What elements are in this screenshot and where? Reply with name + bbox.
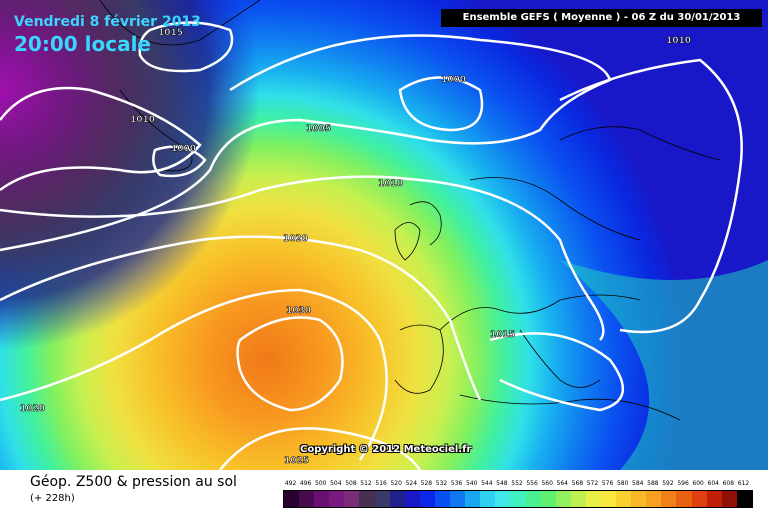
scale-swatch bbox=[495, 491, 511, 507]
isobar-label: 1010 bbox=[378, 179, 403, 189]
scale-value: 552 bbox=[511, 480, 523, 487]
coastlines bbox=[99, 0, 721, 421]
scale-swatch bbox=[555, 491, 571, 507]
scale-value: 584 bbox=[632, 480, 644, 487]
weather-map: 1015 1010 1000 1010 1000 1005 1010 1020 … bbox=[0, 0, 768, 470]
isobar-labels: 1015 1010 1000 1010 1000 1005 1010 1020 … bbox=[20, 28, 692, 467]
model-run-info: Ensemble GEFS ( Moyenne ) - 06 Z du 30/0… bbox=[441, 9, 762, 27]
scale-value: 572 bbox=[586, 480, 599, 487]
scale-value: 520 bbox=[390, 480, 402, 487]
scale-swatch bbox=[389, 491, 405, 507]
map-title: Géop. Z500 & pression au sol bbox=[30, 474, 237, 490]
scale-swatch bbox=[450, 491, 466, 507]
isobar-label: 1020 bbox=[20, 404, 45, 414]
scale-value: 512 bbox=[360, 480, 372, 487]
isobars bbox=[0, 21, 743, 470]
scale-swatch bbox=[676, 491, 692, 507]
scale-value: 612 bbox=[737, 480, 750, 487]
scale-value: 532 bbox=[435, 480, 448, 487]
scale-swatch bbox=[570, 491, 586, 507]
isobar-label: 1015 bbox=[158, 28, 183, 38]
scale-value: 500 bbox=[315, 480, 327, 487]
scale-value: 524 bbox=[405, 480, 418, 487]
forecast-lead-time: (+ 228h) bbox=[30, 493, 75, 504]
scale-swatch bbox=[540, 491, 556, 507]
scale-value: 536 bbox=[450, 480, 463, 487]
scale-swatch bbox=[721, 491, 737, 507]
isobar-label: 1010 bbox=[130, 115, 155, 125]
scale-value: 544 bbox=[481, 480, 493, 487]
scale-swatch bbox=[585, 491, 601, 507]
eastern-field bbox=[560, 260, 768, 470]
scale-value: 596 bbox=[677, 480, 689, 487]
scale-value: 560 bbox=[541, 480, 553, 487]
scale-swatch bbox=[434, 491, 451, 507]
scale-value: 556 bbox=[526, 480, 538, 487]
scale-value: 496 bbox=[299, 480, 312, 487]
scale-value: 548 bbox=[496, 480, 508, 487]
scale-value: 588 bbox=[647, 480, 659, 487]
isobar-label: 1025 bbox=[284, 456, 309, 466]
scale-value: 504 bbox=[330, 480, 342, 487]
scale-swatch bbox=[736, 491, 752, 507]
scale-swatch bbox=[419, 491, 435, 507]
scale-swatch bbox=[404, 491, 420, 507]
scale-swatch bbox=[661, 491, 677, 507]
isobar-label: 1005 bbox=[306, 124, 331, 134]
scale-swatch bbox=[314, 491, 330, 507]
scale-swatch bbox=[691, 491, 707, 507]
scale-value: 568 bbox=[571, 480, 584, 487]
scale-swatch bbox=[600, 491, 617, 507]
scale-swatch bbox=[616, 491, 632, 507]
scale-swatch bbox=[525, 491, 541, 507]
scale-swatch bbox=[344, 491, 360, 507]
low-pressure-field bbox=[0, 0, 768, 470]
isobar-label: 1015 bbox=[490, 330, 515, 340]
scale-swatch bbox=[480, 491, 496, 507]
scale-value: 492 bbox=[284, 480, 297, 487]
color-scale-bar bbox=[283, 490, 753, 508]
scale-value: 508 bbox=[345, 480, 357, 487]
color-scale-labels: 492 496 500 504 508 512 516 520 524 528 532 536 540 5… bbox=[283, 480, 753, 490]
scale-swatch bbox=[359, 491, 375, 507]
scale-value: 576 bbox=[601, 480, 614, 487]
scale-swatch bbox=[465, 491, 481, 507]
isobar-label: 1000 bbox=[441, 75, 466, 85]
scale-swatch bbox=[374, 491, 390, 507]
scale-value: 592 bbox=[662, 480, 674, 487]
scale-swatch bbox=[329, 491, 345, 507]
isobar-label: 1000 bbox=[171, 144, 196, 154]
scale-swatch bbox=[646, 491, 662, 507]
scale-value: 564 bbox=[556, 480, 568, 487]
isobar-label: 1030 bbox=[286, 306, 311, 316]
isobar-label: 1020 bbox=[283, 234, 308, 244]
scale-swatch bbox=[299, 491, 315, 507]
scale-value: 600 bbox=[692, 480, 704, 487]
scale-value: 608 bbox=[722, 480, 735, 487]
scale-swatch bbox=[284, 491, 300, 507]
copyright-notice: Copyright © 2012 Meteociel.fr bbox=[300, 444, 472, 455]
scale-value: 580 bbox=[616, 480, 629, 487]
scale-value: 528 bbox=[420, 480, 433, 487]
scale-swatch bbox=[510, 491, 526, 507]
scale-value: 604 bbox=[707, 480, 719, 487]
scale-swatch bbox=[631, 491, 647, 507]
forecast-time: 20:00 locale bbox=[14, 32, 151, 56]
isobar-label: 1010 bbox=[666, 36, 691, 46]
scale-value: 540 bbox=[465, 480, 478, 487]
scale-value: 516 bbox=[375, 480, 387, 487]
scale-swatch bbox=[706, 491, 722, 507]
forecast-date: Vendredi 8 février 2013 bbox=[14, 14, 201, 30]
